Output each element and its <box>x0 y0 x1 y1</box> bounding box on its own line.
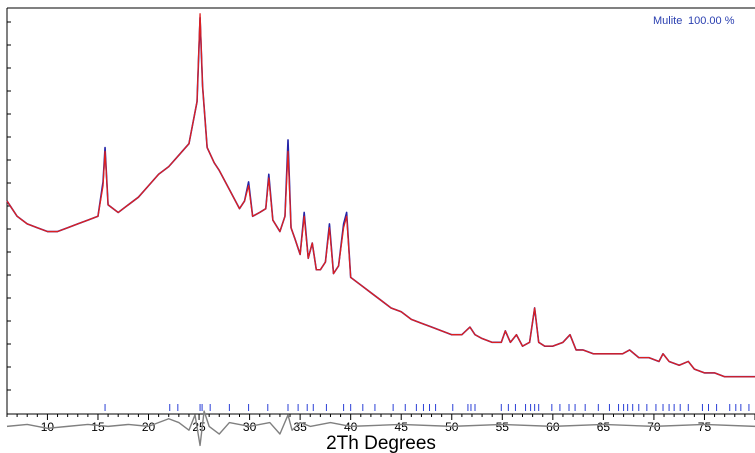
difference-series-line <box>6 410 755 447</box>
x-tick-label: 75 <box>698 420 712 434</box>
calculated-series-line <box>6 13 755 378</box>
x-tick-label: 25 <box>192 420 206 434</box>
x-axis-title: 2Th Degrees <box>326 433 436 453</box>
y-axis-minor-ticks <box>7 21 11 391</box>
legend-phase-label: Mulite <box>653 15 682 27</box>
reflection-markers <box>104 404 750 411</box>
x-tick-label: 45 <box>395 420 409 434</box>
series-layer <box>6 13 755 447</box>
legend-phase-percent: 100.00 % <box>688 15 735 27</box>
x-tick-label: 10 <box>41 420 55 434</box>
x-axis-ticks: 10 15 20 25 30 35 40 45 50 55 60 65 70 75 <box>6 414 755 434</box>
observed-series-line <box>6 16 755 378</box>
x-tick-label: 15 <box>91 420 105 434</box>
x-tick-label: 65 <box>597 420 611 434</box>
x-tick-label: 55 <box>496 420 510 434</box>
